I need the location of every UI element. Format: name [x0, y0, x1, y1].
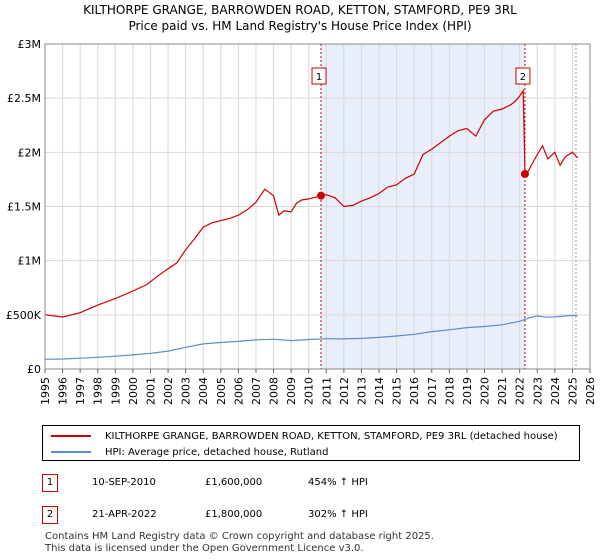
legend-swatch-property [51, 435, 91, 437]
chart-subtitle: Price paid vs. HM Land Registry's House … [128, 19, 472, 33]
plot-frame [44, 43, 591, 370]
transaction-row-1-price: £1,600,000 [205, 477, 263, 488]
x-tick-label: 2015 [391, 377, 404, 405]
x-tick-label: 2012 [338, 377, 351, 405]
x-tick-label: 2019 [461, 377, 474, 405]
legend-label-hpi: HPI: Average price, detached house, Rutl… [105, 446, 329, 458]
legend-item-hpi: HPI: Average price, detached house, Rutl… [51, 445, 328, 459]
x-tick-label: 1996 [57, 377, 70, 405]
transaction-1-point [317, 191, 326, 200]
x-tick-label: 2016 [408, 377, 421, 405]
footer-license: This data is licensed under the Open Gov… [45, 543, 364, 554]
legend-label-property: KILTHORPE GRANGE, BARROWDEN ROAD, KETTON… [105, 430, 558, 442]
x-tick-label: 2017 [426, 377, 439, 405]
x-tick-label: 2024 [549, 377, 562, 405]
x-tick-label: 2026 [584, 377, 597, 405]
chart-title: KILTHORPE GRANGE, BARROWDEN ROAD, KETTON… [83, 3, 517, 17]
y-tick-label: £2M [18, 146, 42, 159]
x-tick-label: 2002 [162, 377, 175, 405]
x-tick-label: 2022 [514, 377, 527, 405]
y-axis: £0 £500K £1M £1.5M £2M £2.5M £3M [6, 38, 42, 376]
x-tick-label: 2003 [180, 377, 193, 405]
x-tick-label: 1999 [109, 377, 122, 405]
hpi-series-line [44, 314, 578, 360]
x-tick-label: 2025 [566, 377, 579, 405]
x-tick-label: 2021 [496, 377, 509, 405]
transaction-row-1-date: 10-SEP-2010 [92, 477, 156, 488]
x-tick-label: 1995 [39, 377, 52, 405]
transaction-row-2-price: £1,800,000 [205, 509, 263, 520]
legend: KILTHORPE GRANGE, BARROWDEN ROAD, KETTON… [42, 425, 580, 461]
y-tick-label: £1M [18, 255, 42, 268]
x-tick-label: 2004 [197, 377, 210, 405]
x-tick-label: 2005 [215, 377, 228, 405]
x-tick-label: 2010 [303, 377, 316, 405]
transaction-row-2: 2 21-APR-2022 £1,800,000 302% ↑ HPI [0, 506, 600, 526]
x-tick-label: 2001 [144, 377, 157, 405]
y-tick-label: £3M [18, 38, 42, 51]
transaction-row-2-hpi: 302% ↑ HPI [308, 509, 368, 520]
x-tick-label: 2023 [531, 377, 544, 405]
x-tick-label: 2018 [443, 377, 456, 405]
transaction-row-1: 1 10-SEP-2010 £1,600,000 454% ↑ HPI [0, 474, 600, 494]
x-tick-label: 2006 [232, 377, 245, 405]
y-tick-label: £2.5M [7, 92, 41, 105]
transaction-2-point [520, 170, 529, 178]
x-tick-label: 2020 [479, 377, 492, 405]
x-tick-label: 2007 [250, 377, 263, 405]
y-tick-label: £500K [6, 309, 42, 322]
x-tick-label: 2013 [355, 377, 368, 405]
x-tick-label: 1997 [74, 377, 87, 405]
property-series-line [44, 88, 579, 318]
transaction-row-1-hpi: 454% ↑ HPI [308, 477, 368, 488]
x-axis: 1995 1996 1997 1998 1999 2000 2001 2002 2003 2004… [39, 369, 597, 405]
x-tick-label: 2009 [285, 377, 298, 405]
transaction-row-1-badge: 1 [42, 474, 58, 492]
transaction-row-2-badge: 2 [42, 506, 58, 524]
x-tick-label: 2008 [268, 377, 281, 405]
y-tick-label: £1.5M [7, 201, 41, 214]
y-tick-label: £0 [27, 363, 41, 376]
svg-text:1: 1 [316, 72, 322, 83]
svg-text:2: 2 [520, 72, 526, 83]
transaction-2-label: 2 [515, 67, 531, 85]
legend-swatch-hpi [51, 451, 91, 453]
transaction-row-2-date: 21-APR-2022 [92, 509, 157, 520]
footer-copyright: Contains HM Land Registry data © Crown c… [45, 531, 434, 542]
price-chart: 1 2 £0£500K£1M£1.5M£2M£2.5M£3M 1995 1996 1… [6, 38, 597, 405]
x-tick-label: 1998 [92, 377, 105, 405]
legend-item-property: KILTHORPE GRANGE, BARROWDEN ROAD, KETTON… [51, 429, 558, 443]
x-tick-label: 2014 [373, 377, 386, 405]
transaction-1-label: 1 [311, 67, 327, 85]
x-tick-label: 2000 [127, 377, 140, 405]
x-tick-label: 2011 [320, 377, 333, 405]
